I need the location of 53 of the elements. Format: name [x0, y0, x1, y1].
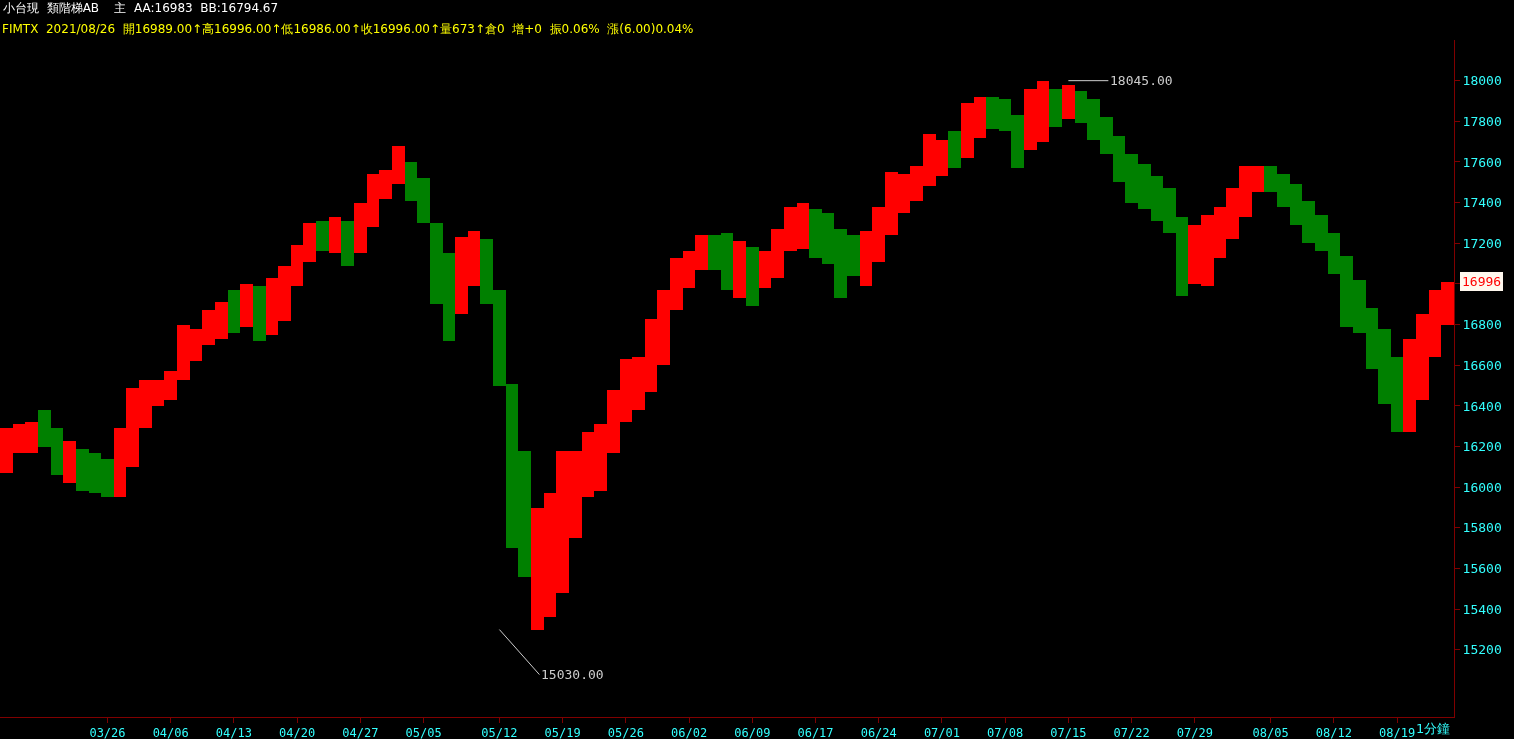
x-tick-label: 07/01 [923, 726, 960, 739]
bar [316, 221, 329, 251]
bar [1062, 85, 1075, 119]
bar [746, 247, 759, 306]
y-tick-label: 16800 [1462, 317, 1502, 333]
bar [63, 441, 76, 483]
x-tick-label: 07/08 [987, 726, 1024, 739]
x-tick-label: 06/09 [734, 726, 771, 739]
x-tick-label: 07/15 [1050, 726, 1087, 739]
x-tick-label: 07/22 [1113, 726, 1150, 739]
bar [240, 284, 253, 327]
text: 1分鐘 [1416, 721, 1451, 736]
x-tick-label: 04/06 [152, 726, 189, 739]
y-tick-label: 17400 [1462, 195, 1502, 211]
bar [228, 290, 240, 333]
x-tick-label: 04/27 [342, 726, 379, 739]
bar [341, 221, 354, 266]
y-tick-label: 15600 [1462, 561, 1502, 577]
annotation: 15030.00 [541, 667, 604, 682]
x-tick-label: 05/19 [544, 726, 581, 739]
y-tick-label: 17600 [1462, 154, 1502, 170]
y-tick-label: 16400 [1462, 398, 1502, 414]
chart-subtitle: FIMTX 2021/08/26 開16989.00↑高16996.00↑低16986.00↑收16996.00↑量673↑倉0 增+0 振0.06% 漲(6.00)0.04% [2, 22, 694, 36]
x-tick-label: 04/13 [215, 726, 252, 739]
x-tick-label: 06/24 [860, 726, 897, 739]
bar [253, 286, 266, 341]
y-tick-label: 15800 [1462, 520, 1502, 536]
bar [948, 131, 961, 168]
annotation: 18045.00 [1110, 73, 1173, 88]
y-tick-label: 15200 [1462, 642, 1502, 658]
x-tick-label: 05/12 [481, 726, 518, 739]
x-tick-label: 08/05 [1252, 726, 1289, 739]
x-tick-label: 08/12 [1315, 726, 1352, 739]
x-tick-label: 06/02 [671, 726, 708, 739]
bar [733, 241, 746, 298]
bar [1049, 89, 1062, 127]
y-tick-label: 15400 [1462, 601, 1502, 617]
x-tick-label: 06/17 [797, 726, 834, 739]
x-tick-label: 07/29 [1176, 726, 1213, 739]
y-tick-label: 17200 [1462, 235, 1502, 251]
x-tick-label: 08/19 [1379, 726, 1416, 739]
y-tick-label: 16600 [1462, 357, 1502, 373]
x-tick-label: 05/05 [405, 726, 442, 739]
y-tick-label: 18000 [1462, 73, 1502, 89]
y-tick-label: 16000 [1462, 479, 1502, 495]
text: 16996 [1462, 274, 1502, 289]
x-tick-label: 04/20 [279, 726, 316, 739]
x-tick-label: 03/26 [89, 726, 126, 739]
y-tick-label: 16200 [1462, 439, 1502, 455]
y-tick-label: 17800 [1462, 113, 1502, 129]
bar [329, 217, 341, 253]
x-tick-label: 05/26 [607, 726, 644, 739]
chart-title: 小台現 類階梯AB 主 AA:16983 BB:16794.67 [3, 1, 279, 16]
